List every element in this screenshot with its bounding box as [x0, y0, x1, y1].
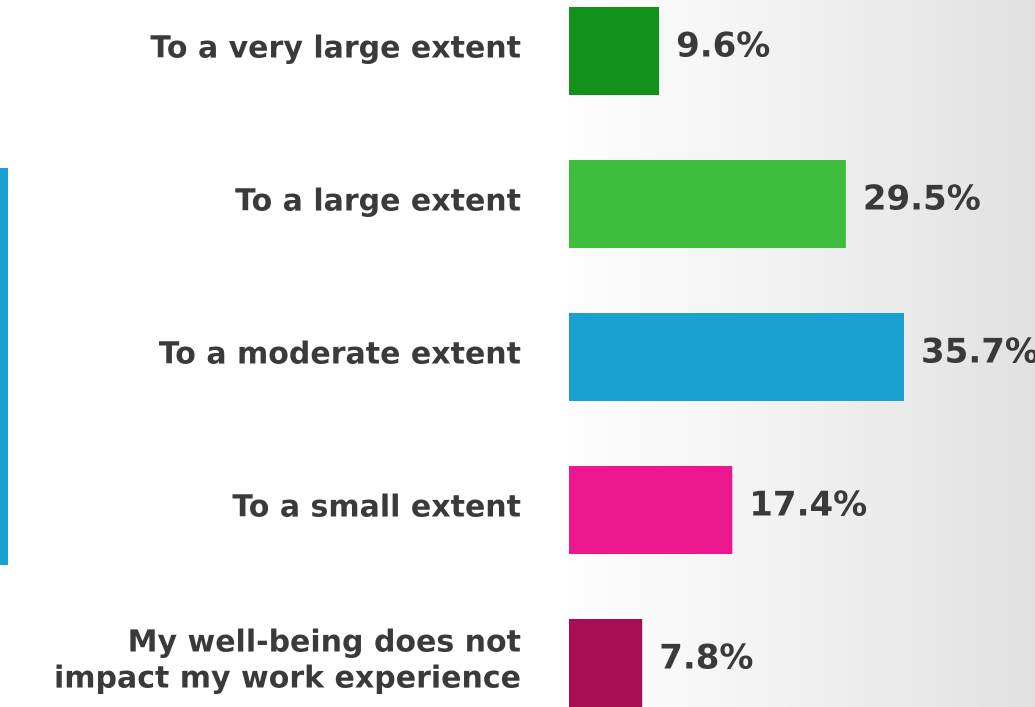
bar-5: [569, 619, 643, 707]
value-label-4: 17.4%: [749, 485, 867, 525]
value-label-5: 7.8%: [659, 638, 753, 678]
category-label-line: impact my work experience: [54, 661, 521, 696]
category-label-1: To a very large extent: [150, 31, 521, 66]
category-label-line: To a large extent: [235, 184, 521, 219]
value-label-1: 9.6%: [676, 26, 770, 66]
bar-2: [569, 160, 846, 248]
bar-1: [569, 7, 660, 95]
category-label-line: To a very large extent: [150, 31, 521, 66]
category-label-line: To a small extent: [232, 490, 521, 525]
category-label-3: To a moderate extent: [159, 337, 521, 372]
value-label-2: 29.5%: [863, 179, 981, 219]
category-label-2: To a large extent: [235, 184, 521, 219]
category-label-5: My well-being does not impact my work exp…: [54, 625, 521, 696]
category-label-4: To a small extent: [232, 490, 521, 525]
category-label-line: My well-being does not: [128, 625, 521, 660]
accent-line: [0, 168, 8, 565]
category-label-line: To a moderate extent: [159, 337, 521, 372]
value-label-3: 35.7%: [921, 332, 1035, 372]
bar-4: [569, 466, 733, 554]
bar-3: [569, 313, 904, 401]
